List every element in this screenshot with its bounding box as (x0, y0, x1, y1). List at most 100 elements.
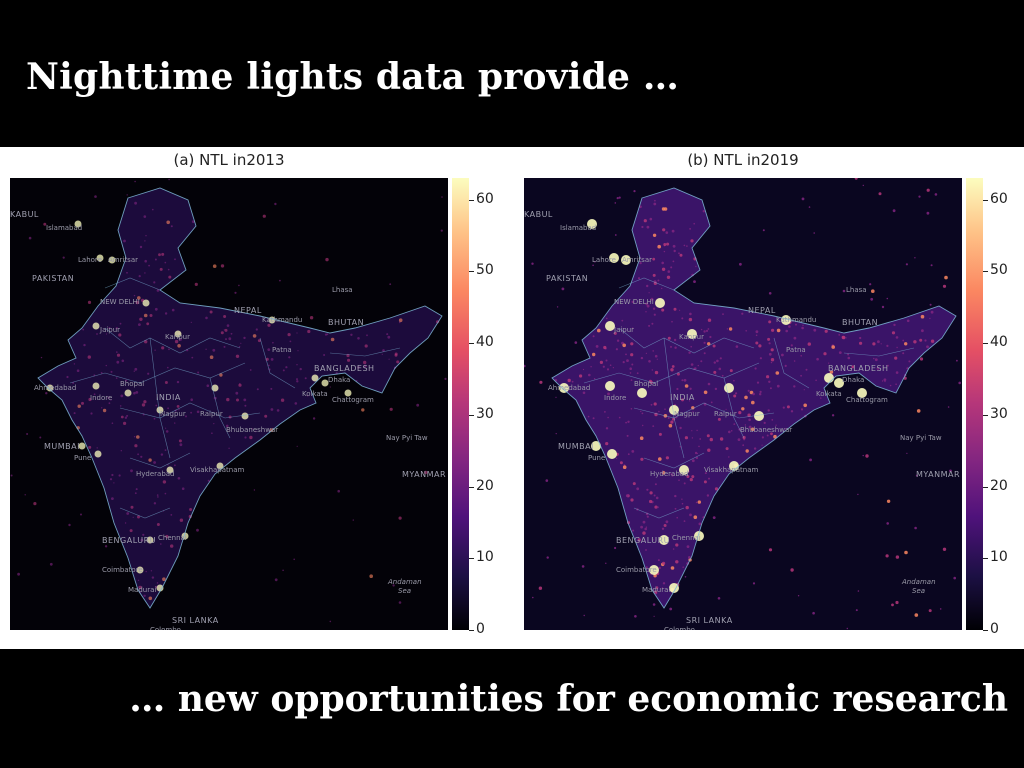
light-point (194, 282, 198, 286)
light-point (167, 268, 170, 271)
light-point (878, 192, 882, 196)
light-point (670, 420, 674, 424)
light-point (891, 331, 896, 335)
light-point (684, 436, 688, 440)
light-point (392, 584, 395, 587)
light-point (823, 352, 827, 356)
light-point (164, 261, 167, 264)
light-point (622, 343, 626, 348)
light-point (661, 527, 665, 530)
map-label: BANGLADESH (828, 364, 889, 373)
light-point (859, 341, 863, 345)
light-point (107, 396, 110, 399)
light-point (829, 370, 834, 374)
light-point (904, 550, 908, 555)
light-point (105, 364, 108, 367)
light-point (895, 336, 899, 339)
light-point (39, 436, 42, 439)
light-point (211, 432, 213, 434)
colorbar-tick-label: 50 (990, 262, 1008, 279)
light-point (770, 348, 774, 352)
map-label: NEPAL (748, 306, 776, 315)
light-point (661, 267, 666, 271)
light-point (164, 492, 167, 495)
light-point (691, 459, 695, 463)
light-point (17, 572, 20, 576)
light-point (719, 357, 722, 360)
light-point (154, 258, 157, 261)
light-point (652, 273, 656, 277)
light-point (681, 317, 684, 320)
light-point (800, 355, 802, 357)
light-point (652, 233, 657, 237)
country-border (37, 187, 443, 609)
light-point (115, 327, 118, 330)
map-label: Kolkata (302, 390, 328, 398)
light-point (673, 307, 677, 311)
light-point (270, 387, 273, 390)
light-point (908, 360, 911, 363)
light-point (110, 399, 112, 401)
light-point (714, 387, 718, 391)
light-point (661, 587, 664, 589)
light-point (197, 371, 200, 374)
light-point (759, 357, 762, 360)
light-point (651, 322, 654, 325)
light-point (288, 356, 291, 359)
light-point (682, 566, 684, 568)
light-point (661, 261, 664, 265)
light-point (683, 378, 687, 382)
map-label: BHUTAN (328, 318, 365, 327)
light-point (712, 344, 716, 348)
light-point (111, 497, 114, 500)
light-point (599, 360, 603, 364)
light-point (766, 434, 769, 437)
light-point (745, 449, 749, 453)
colorbar-tick-mark (469, 558, 474, 560)
light-point (270, 358, 274, 361)
map-label: MUMBAI (44, 442, 80, 451)
light-point (181, 487, 185, 491)
colorbar-tick-mark (469, 630, 474, 631)
map-label: BENGALURU (616, 536, 671, 545)
light-point (257, 339, 261, 343)
light-point (105, 333, 108, 335)
state-border (119, 402, 261, 419)
light-point (165, 430, 169, 433)
light-point (581, 565, 585, 568)
light-point (759, 390, 762, 393)
light-point (235, 391, 239, 395)
light-point (859, 336, 862, 340)
light-point (656, 506, 659, 509)
light-point (424, 470, 428, 475)
light-point (895, 555, 900, 559)
light-point (652, 307, 656, 310)
light-point (768, 380, 771, 383)
light-point (101, 407, 103, 409)
light-point (214, 470, 216, 472)
light-point (645, 352, 647, 354)
light-point (800, 408, 804, 411)
light-point (681, 498, 683, 500)
light-point (603, 345, 607, 350)
light-point (234, 291, 237, 294)
light-point (914, 613, 919, 617)
light-point (728, 456, 730, 458)
light-point (166, 220, 170, 225)
map-label: Lhasa (332, 286, 353, 294)
light-point (143, 594, 146, 597)
light-point (153, 281, 156, 284)
light-point (675, 543, 679, 547)
light-point (264, 414, 268, 418)
light-point (893, 323, 896, 327)
light-point (654, 483, 657, 486)
light-point (886, 499, 891, 503)
light-point (694, 367, 697, 370)
light-point (133, 391, 136, 395)
light-point (689, 312, 692, 316)
light-point (350, 333, 353, 336)
light-point (49, 562, 53, 566)
light-point (141, 403, 146, 407)
light-point (767, 337, 771, 341)
light-point (567, 378, 571, 383)
